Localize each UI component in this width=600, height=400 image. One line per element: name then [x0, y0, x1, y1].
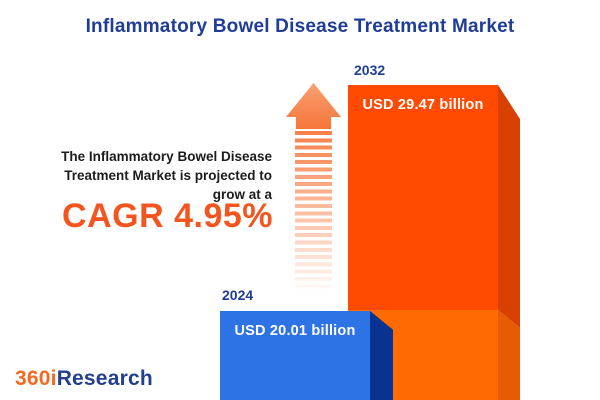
year-label-2032: 2032 [354, 62, 386, 78]
year-label-2024: 2024 [222, 287, 254, 303]
bar-2024 [220, 311, 370, 400]
annotation-text: The Inflammatory Bowel Disease Treatment… [12, 147, 272, 204]
bar-2032-side-face-lower [498, 310, 520, 400]
bar-2024-side-face [370, 311, 393, 400]
annotation-line-1: The Inflammatory Bowel Disease [61, 149, 272, 164]
growth-arrow-icon [286, 83, 341, 129]
growth-arrow-stripes-icon [295, 131, 332, 291]
brand-logo-suffix: Research [56, 367, 153, 390]
cagr-value: CAGR 4.95% [62, 197, 273, 235]
bar-2032-side-face [498, 85, 520, 328]
bar-value-2024: USD 20.01 billion [234, 323, 356, 339]
annotation-line-2: Treatment Market is projected to [64, 168, 272, 184]
page-title: Inflammatory Bowel Disease Treatment Mar… [85, 16, 515, 37]
brand-logo: 360iResearch [15, 367, 153, 391]
annotation-line-3: grow at a [212, 187, 272, 203]
brand-logo-prefix: 360i [15, 367, 57, 390]
bar-value-2032: USD 29.47 billion [362, 97, 484, 113]
